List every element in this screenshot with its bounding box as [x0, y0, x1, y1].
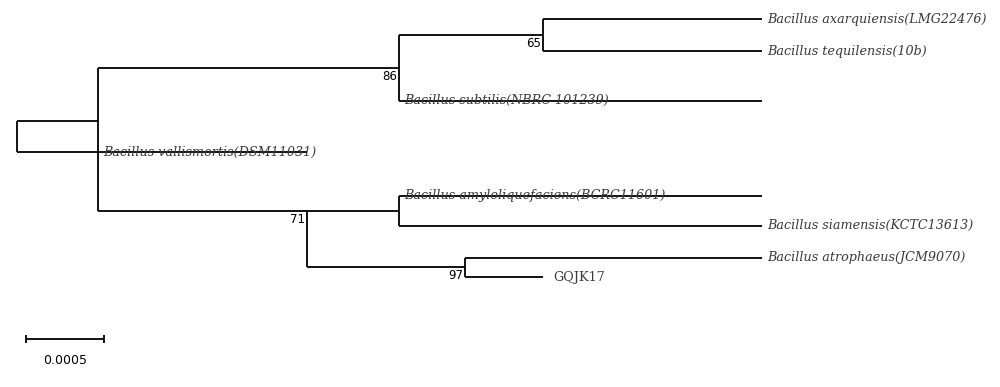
Text: Bacillus amyloliquefaciens(BCRC11601): Bacillus amyloliquefaciens(BCRC11601) [404, 190, 666, 202]
Text: Bacillus siamensis(KCTC13613): Bacillus siamensis(KCTC13613) [767, 219, 973, 232]
Text: Bacillus tequilensis(10b): Bacillus tequilensis(10b) [767, 45, 927, 58]
Text: Bacillus vallismortis(DSM11031): Bacillus vallismortis(DSM11031) [103, 146, 316, 159]
Text: Bacillus subtilis(NBRC 101239): Bacillus subtilis(NBRC 101239) [404, 94, 609, 107]
Text: Bacillus axarquiensis(LMG22476): Bacillus axarquiensis(LMG22476) [767, 13, 986, 26]
Text: 0.0005: 0.0005 [43, 354, 87, 367]
Text: 86: 86 [382, 70, 397, 83]
Text: 65: 65 [527, 37, 541, 50]
Text: Bacillus atrophaeus(JCM9070): Bacillus atrophaeus(JCM9070) [767, 251, 965, 264]
Text: 71: 71 [290, 213, 305, 226]
Text: 97: 97 [448, 269, 463, 283]
Text: GQJK17: GQJK17 [554, 271, 605, 284]
